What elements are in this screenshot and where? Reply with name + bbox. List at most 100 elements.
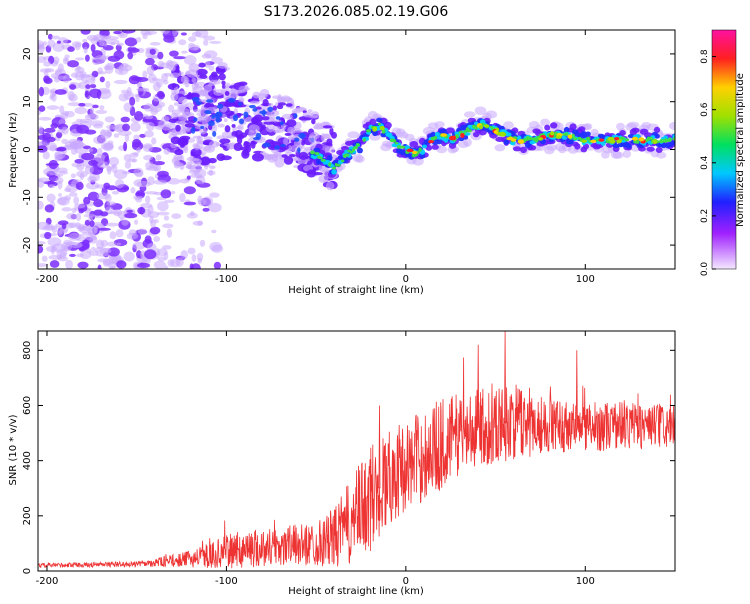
spectrogram-cell — [69, 242, 83, 249]
snr-x-tick-label: 0 — [403, 576, 409, 587]
spectrogram-cell — [281, 154, 288, 158]
spectrogram-cell — [635, 139, 640, 144]
spectrogram-cell — [261, 116, 270, 121]
spectrogram-cell — [320, 158, 326, 162]
spectrogram-cell — [136, 87, 146, 92]
spectrogram-cell — [116, 260, 127, 269]
spectrogram-cell — [190, 263, 201, 269]
spectrogram-cell — [192, 143, 199, 149]
spectrogram-cell — [170, 136, 181, 145]
spectrogram-cell — [255, 132, 262, 140]
spectrogram-cell — [82, 42, 90, 50]
snr-x-tick-label: 100 — [576, 576, 595, 587]
spectrogram-cell — [90, 43, 96, 53]
spectrogram-cell — [585, 136, 591, 141]
spectrogram-y-tick-label: -10 — [22, 189, 33, 205]
spectrogram-cell — [302, 112, 314, 118]
spectrogram-cell — [38, 240, 46, 245]
spectrogram-cell — [144, 57, 155, 66]
spectrogram-cell — [97, 264, 102, 269]
spectrogram-cell — [136, 250, 142, 259]
spectrogram-cell — [146, 121, 155, 131]
spectrogram-cell — [89, 75, 96, 85]
spectrogram-cell — [489, 132, 498, 139]
spectrogram-cell — [325, 181, 335, 191]
spectrogram-cell — [142, 70, 148, 80]
spectrogram-cell — [203, 136, 213, 141]
spectrogram-cell — [355, 155, 365, 163]
spectrogram-cell — [38, 105, 46, 112]
spectrogram-cell — [99, 76, 105, 83]
spectrogram-cell — [631, 136, 638, 141]
spectrogram-cell — [104, 193, 112, 203]
spectrogram-cell — [330, 131, 337, 139]
spectrogram-cell — [46, 142, 57, 151]
spectrogram-y-tick-label: 10 — [22, 95, 33, 108]
spectrogram-cell — [211, 229, 217, 234]
spectrogram-cell — [369, 118, 377, 126]
spectrogram-cell — [294, 137, 300, 142]
spectrogram-cell — [106, 201, 116, 206]
spectrogram-cell — [619, 130, 626, 136]
spectrogram-cell — [208, 120, 215, 127]
spectrogram-cell — [57, 228, 68, 234]
spectrogram-cell — [69, 192, 78, 197]
spectrogram-cell — [109, 231, 117, 240]
spectrogram-cell — [173, 56, 187, 60]
spectrogram-cell — [434, 121, 445, 128]
spectrogram-cell — [478, 129, 487, 136]
spectrogram-cell — [169, 65, 176, 72]
spectrogram-cell — [251, 153, 264, 162]
spectrogram-cell — [248, 124, 260, 134]
spectrogram-cell — [399, 150, 407, 156]
spectrogram-cell — [132, 241, 146, 250]
snr-y-tick-label: 0 — [22, 568, 33, 574]
spectrogram-cell — [422, 144, 428, 149]
spectrogram-cell — [318, 174, 329, 183]
spectrogram-cell — [616, 138, 622, 144]
spectrogram-cell — [83, 46, 88, 54]
spectrogram-cell — [74, 158, 84, 164]
spectrogram-cell — [244, 144, 252, 153]
spectrogram-cell — [319, 156, 323, 160]
spectrogram-cell — [237, 124, 244, 131]
spectrogram-cell — [121, 30, 136, 34]
spectrogram-cell — [47, 237, 62, 247]
spectrogram-cell — [42, 151, 50, 160]
figure-title: S173.2026.085.02.19.G06 — [264, 4, 449, 20]
spectrogram-cell — [163, 35, 175, 43]
spectrogram-cell — [292, 129, 304, 133]
spectrogram-cell — [103, 182, 111, 189]
spectrogram-cell — [609, 139, 616, 144]
spectrogram-cell — [331, 166, 337, 170]
spectrogram-cell — [99, 248, 112, 254]
spectrogram-cell — [372, 126, 378, 132]
spectrogram-cell — [113, 30, 122, 35]
spectrogram-cell — [215, 116, 221, 123]
spectrogram-cell — [225, 135, 236, 139]
spectrogram-cell — [253, 114, 263, 123]
spectrogram-cell — [46, 193, 56, 203]
spectrogram-cell — [140, 30, 150, 36]
spectrogram-cell — [79, 250, 92, 260]
spectrogram-cell — [123, 102, 132, 112]
spectrogram-cell — [224, 91, 230, 96]
spectrogram-cell — [250, 141, 256, 149]
spectrogram-cell — [76, 124, 90, 134]
spectrogram-cell — [372, 129, 378, 137]
spectrogram-cell — [191, 254, 197, 262]
spectrogram-cell — [171, 213, 182, 219]
spectrogram-cell — [99, 38, 105, 47]
spectrogram-cell — [218, 73, 226, 81]
spectrogram-cell — [172, 30, 178, 37]
spectrogram-cell — [212, 131, 217, 137]
spectrogram-cell — [82, 145, 91, 150]
spectrogram-cell — [102, 143, 114, 152]
spectrogram-cell — [191, 126, 196, 134]
spectrogram-cell — [162, 79, 169, 85]
spectrogram-cell — [181, 112, 192, 117]
spectrogram-cell — [184, 123, 195, 128]
spectrogram-cell — [173, 102, 180, 107]
spectrogram-cell — [145, 195, 151, 204]
